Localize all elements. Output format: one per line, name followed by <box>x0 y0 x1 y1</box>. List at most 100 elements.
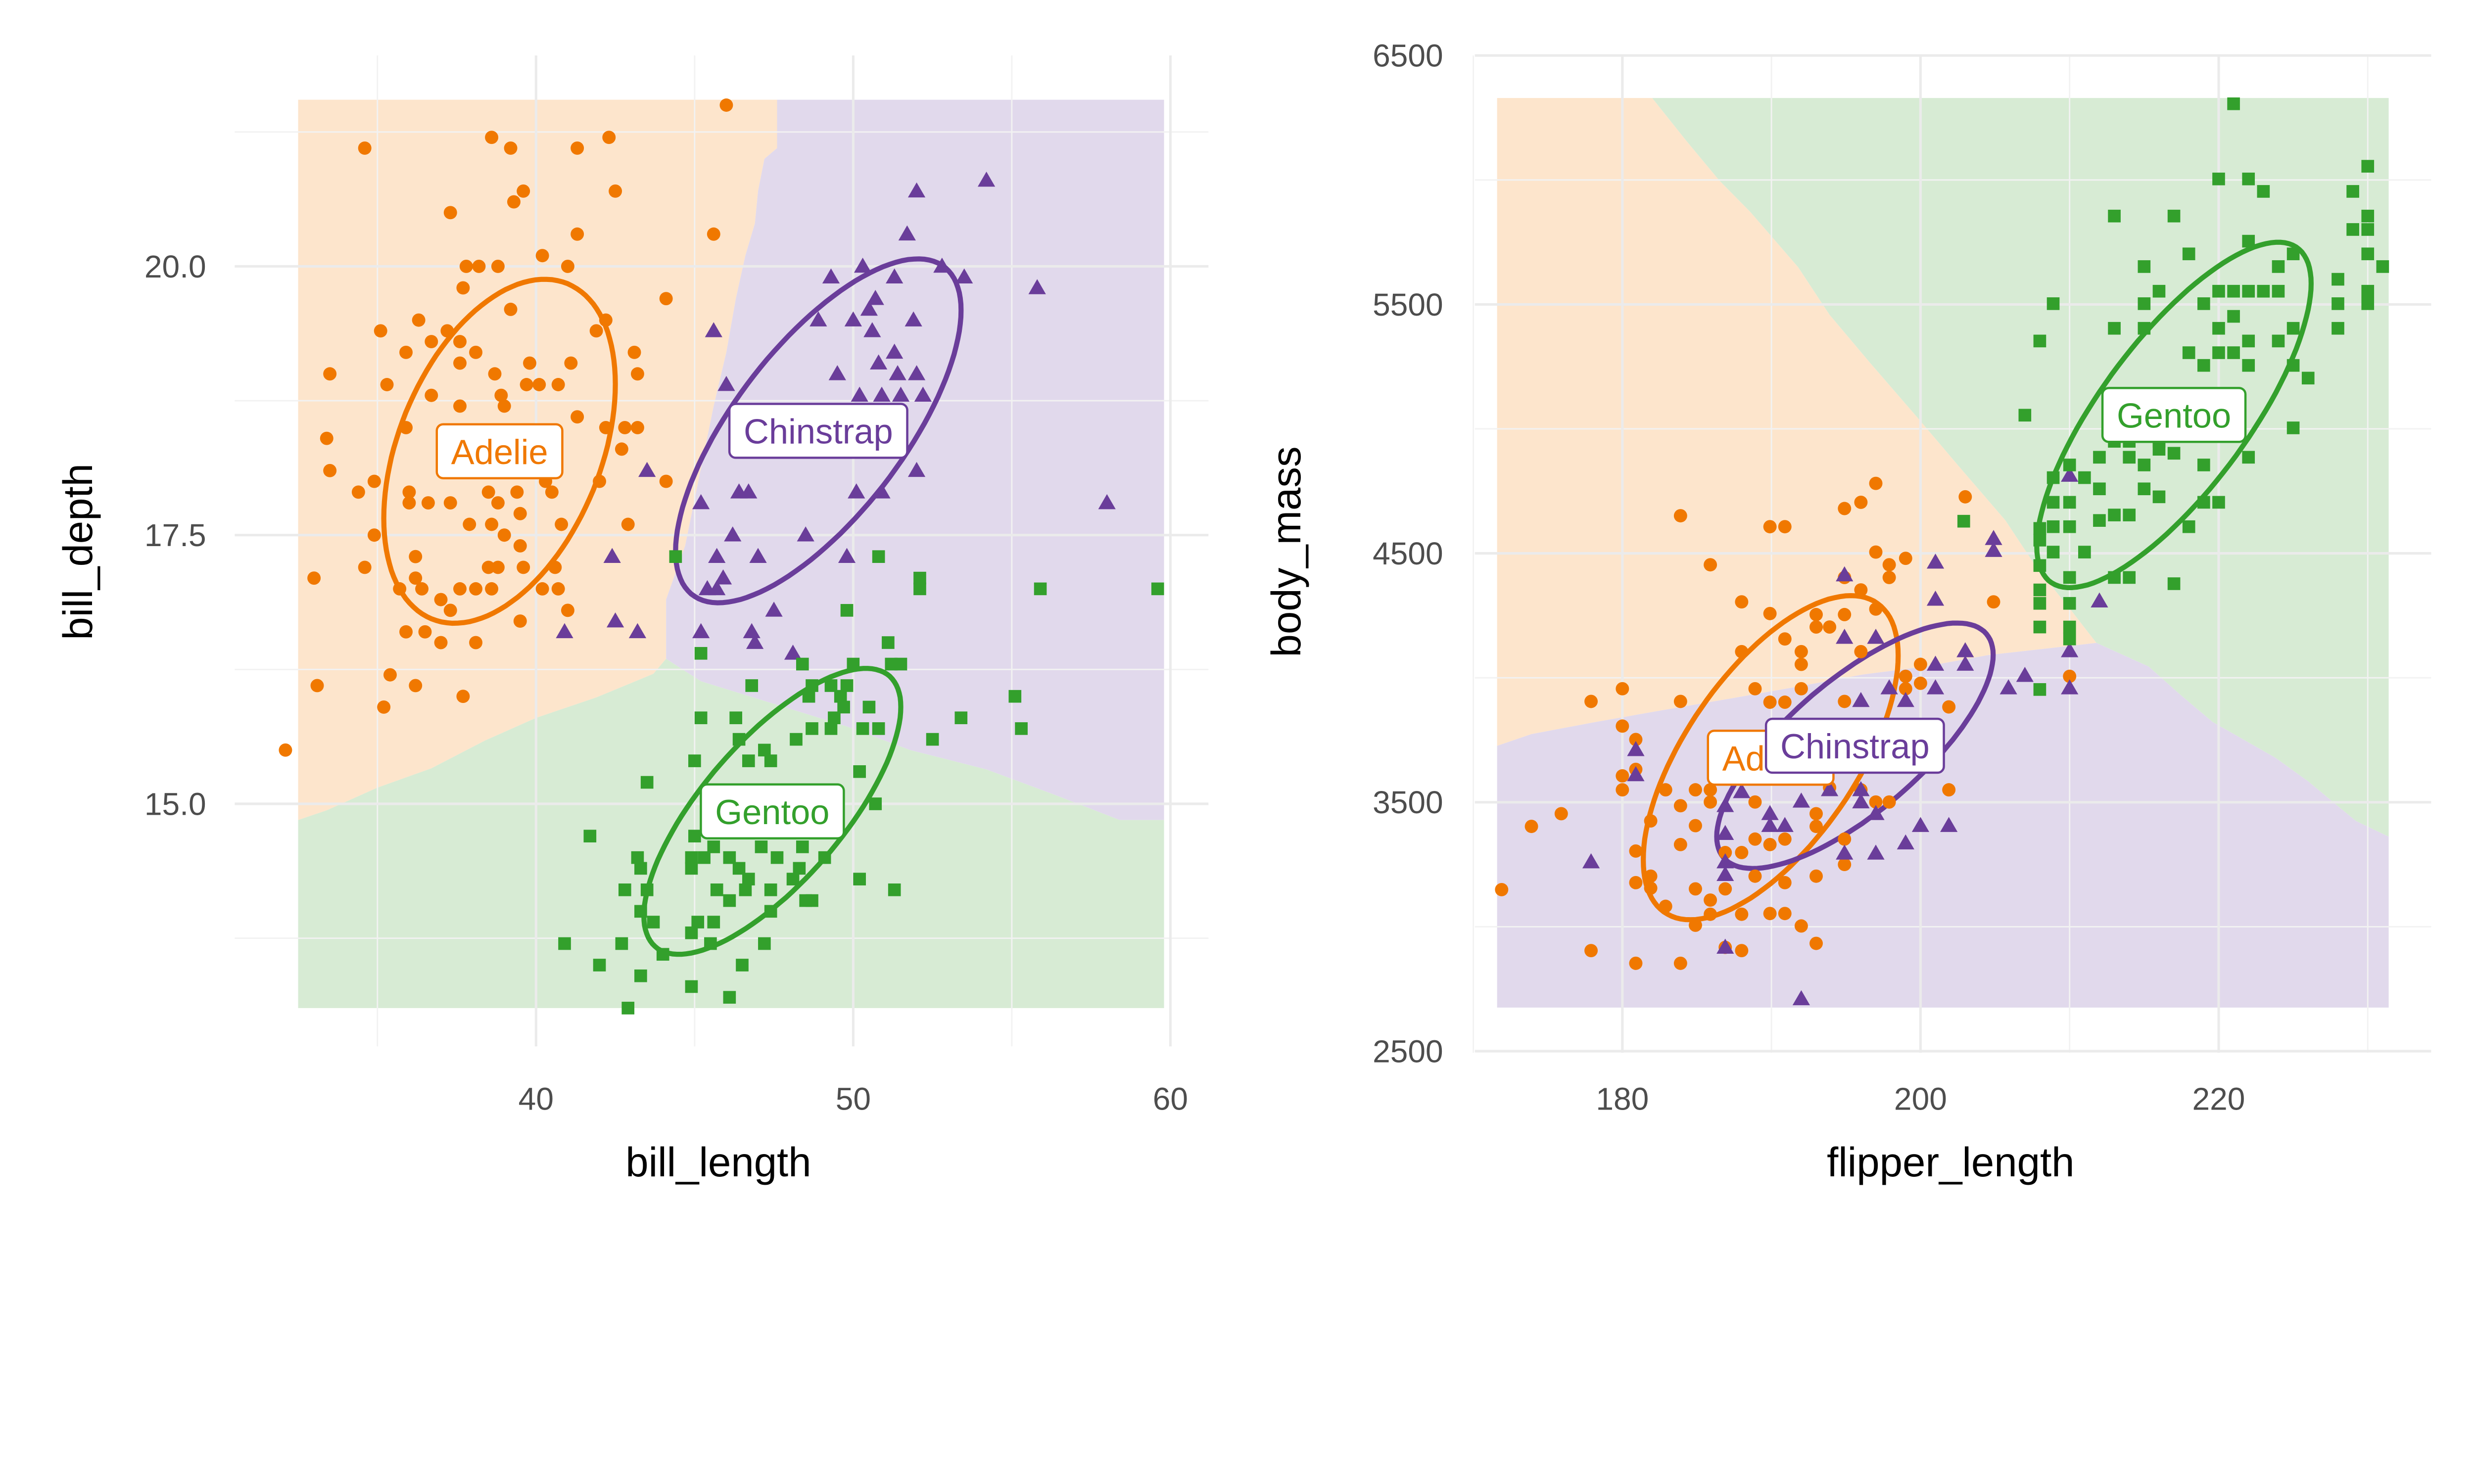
gentoo-point <box>2286 322 2300 335</box>
chinstrap-label: Chinstrap <box>1764 717 1945 774</box>
adelie-point <box>307 571 321 585</box>
gentoo-point <box>840 604 854 617</box>
y-tick-label: 6500 <box>1373 38 1443 74</box>
gentoo-point <box>913 571 926 585</box>
gentoo-point <box>669 550 682 563</box>
gentoo-point <box>593 959 606 972</box>
chinstrap-point <box>1716 825 1734 840</box>
gentoo-point <box>2152 284 2166 298</box>
adelie-point <box>1913 657 1927 671</box>
gentoo-point <box>2242 234 2255 248</box>
adelie-point <box>1554 807 1568 821</box>
chinstrap-point <box>904 311 922 326</box>
gentoo-point <box>2108 571 2121 584</box>
chinstrap-point <box>863 322 881 337</box>
adelie-point <box>1735 645 1749 658</box>
adelie-point <box>1689 918 1702 932</box>
gentoo-point <box>2063 571 2076 584</box>
adelie-point <box>1673 695 1687 708</box>
gentoo-point <box>2331 322 2344 335</box>
adelie-point <box>453 356 467 370</box>
grid-lines <box>1473 54 2431 1053</box>
gentoo-point <box>2182 346 2195 359</box>
gentoo-point <box>888 883 901 896</box>
gentoo-point <box>790 733 803 746</box>
gentoo-point <box>2212 172 2225 186</box>
chinstrap-point <box>1627 766 1645 782</box>
gentoo-point <box>847 657 860 671</box>
gentoo-point <box>2033 559 2046 572</box>
gentoo-point <box>707 916 720 928</box>
adelie-point <box>631 367 644 381</box>
adelie-point <box>1718 882 1732 896</box>
tick-labels: 40 50 60 15.0 17.5 20.0 <box>144 249 1188 1117</box>
chinstrap-point <box>1852 793 1870 809</box>
gentoo-point <box>729 711 742 724</box>
adelie-point <box>609 184 622 198</box>
adelie-point <box>485 131 499 144</box>
adelie-point <box>1629 844 1643 858</box>
gentoo-point <box>913 582 926 596</box>
gentoo-point <box>2197 459 2210 471</box>
chinstrap-point <box>809 311 827 326</box>
gentoo-point <box>2063 597 2076 610</box>
gentoo-point <box>796 657 809 671</box>
gentoo-point <box>2227 346 2240 359</box>
gentoo-point <box>2301 371 2315 385</box>
gentoo-point <box>954 711 968 724</box>
gentoo-point <box>723 851 736 864</box>
gentoo-point <box>2242 334 2255 348</box>
adelie-point <box>469 582 482 596</box>
gentoo-point <box>2123 509 2136 521</box>
adelie-point <box>434 593 448 606</box>
chinstrap-point <box>886 268 904 284</box>
adelie-point <box>1748 832 1762 846</box>
gentoo-point <box>2182 520 2195 533</box>
flipper-length-vs-body-mass-panel: AdelieGentooChinstrap 180200220250035004… <box>1263 38 2431 1185</box>
adelie-point <box>310 679 324 693</box>
gentoo-point <box>698 851 711 864</box>
adelie-point <box>494 388 508 402</box>
adelie-point <box>602 131 616 144</box>
gentoo-point <box>862 700 876 714</box>
gentoo-point <box>685 926 698 939</box>
gentoo-point <box>824 722 838 735</box>
adelie-point <box>1838 695 1852 708</box>
gentoo-point <box>869 797 882 810</box>
adelie-point <box>415 582 429 596</box>
decision-regions <box>298 99 1164 1008</box>
gentoo-point <box>631 851 644 864</box>
adelie-point <box>1794 682 1808 696</box>
adelie-point <box>1689 819 1702 833</box>
adelie-point <box>564 356 578 370</box>
gentoo-point <box>2033 683 2046 696</box>
gentoo-point <box>745 679 759 692</box>
adelie-point <box>1704 893 1717 907</box>
gentoo-point <box>615 937 628 950</box>
gentoo-point <box>2212 322 2225 335</box>
chinstrap-point <box>1880 679 1898 695</box>
adelie-point <box>561 260 574 273</box>
gentoo-point <box>2063 496 2076 509</box>
gentoo-point <box>2227 310 2240 323</box>
adelie-point <box>1823 620 1837 634</box>
data-points <box>1495 97 2389 1006</box>
gentoo-point <box>2063 620 2076 634</box>
chinstrap-point <box>1627 741 1645 756</box>
chinstrap-point <box>1852 781 1870 796</box>
chinstrap-point <box>1897 834 1914 850</box>
chinstrap-point <box>1926 655 1945 671</box>
chinstrap-point <box>914 386 932 402</box>
gentoo-point <box>2046 496 2060 509</box>
gentoo-point <box>2361 297 2375 310</box>
adelie-point <box>1644 814 1658 828</box>
chinstrap-point <box>1956 655 1974 671</box>
adelie-point <box>358 560 372 574</box>
gentoo-point <box>685 980 698 993</box>
gentoo-point <box>2046 520 2060 533</box>
chinstrap-point <box>1761 817 1779 832</box>
y-tick-label: 20.0 <box>144 249 206 284</box>
gentoo-point <box>685 851 698 864</box>
chinstrap-point <box>870 354 888 370</box>
gentoo-point <box>802 690 815 703</box>
